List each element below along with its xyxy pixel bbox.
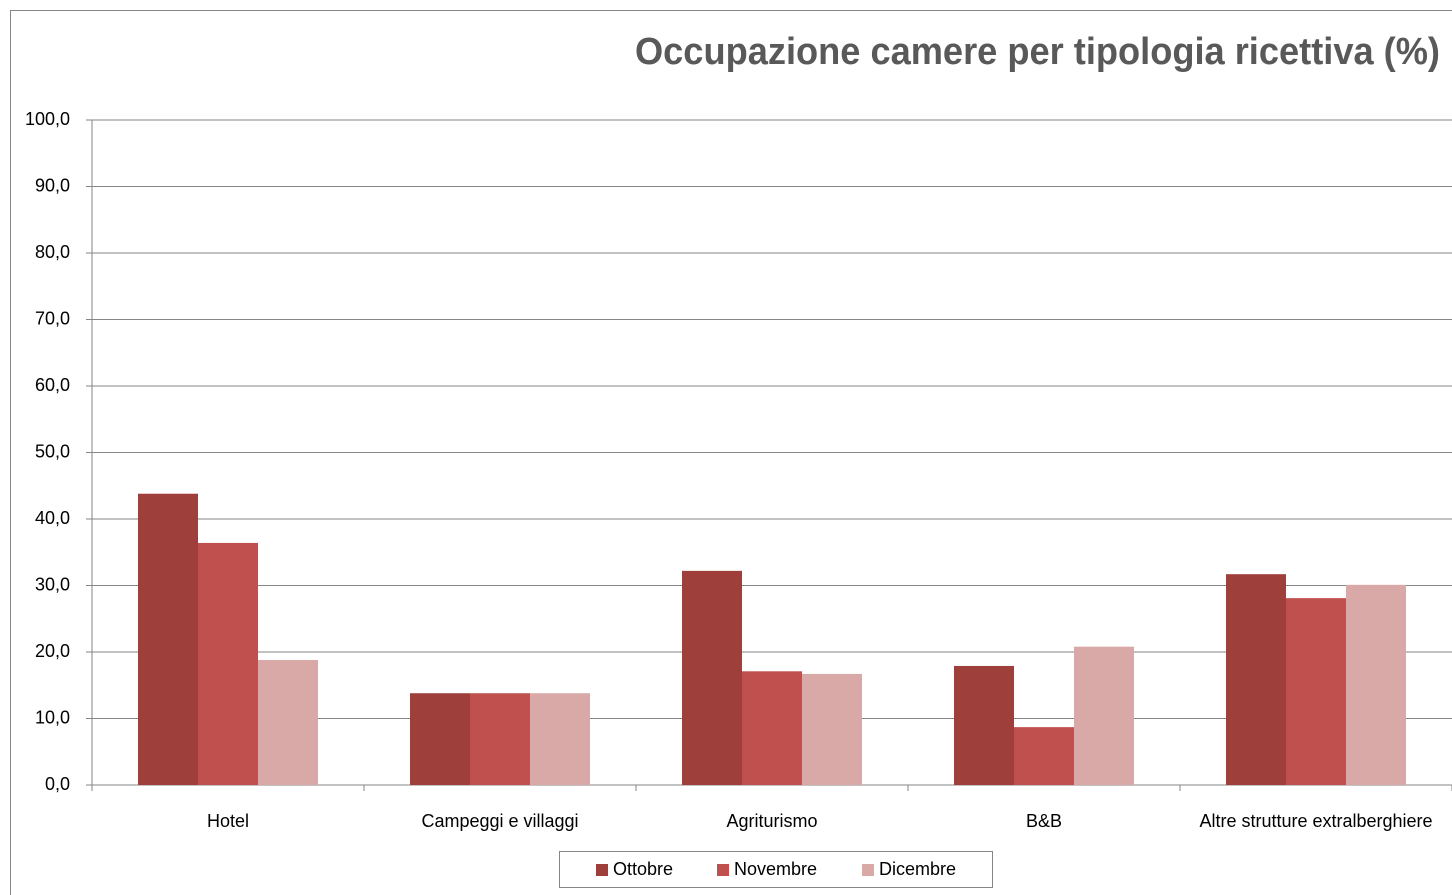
y-tick-label: 10,0 bbox=[35, 707, 70, 727]
bar bbox=[138, 493, 198, 785]
x-tick-label: Altre strutture extralberghiere bbox=[1199, 811, 1432, 831]
bar bbox=[1014, 727, 1074, 785]
bar bbox=[682, 570, 742, 785]
x-tick-label: Hotel bbox=[207, 811, 249, 831]
legend-label: Novembre bbox=[734, 859, 817, 879]
legend-swatch bbox=[717, 864, 729, 876]
bar bbox=[742, 671, 802, 785]
y-tick-label: 80,0 bbox=[35, 242, 70, 262]
bar bbox=[410, 693, 470, 785]
bar bbox=[802, 673, 862, 785]
y-tick-label: 60,0 bbox=[35, 375, 70, 395]
y-tick-label: 20,0 bbox=[35, 641, 70, 661]
bar bbox=[1074, 646, 1134, 785]
bar bbox=[470, 693, 530, 785]
y-tick-label: 0,0 bbox=[45, 774, 70, 794]
x-tick-label: Campeggi e villaggi bbox=[421, 811, 578, 831]
chart-title: Occupazione camere per tipologia ricetti… bbox=[635, 31, 1440, 73]
legend-label: Dicembre bbox=[879, 859, 956, 879]
y-tick-label: 100,0 bbox=[25, 109, 70, 129]
legend-label: Ottobre bbox=[613, 859, 673, 879]
bar bbox=[258, 659, 318, 785]
y-tick-label: 90,0 bbox=[35, 175, 70, 195]
bar bbox=[1346, 584, 1406, 785]
legend-box bbox=[559, 851, 993, 888]
legend-swatch bbox=[862, 864, 874, 876]
x-tick-label: B&B bbox=[1026, 811, 1062, 831]
bar bbox=[1286, 598, 1346, 785]
bar bbox=[1226, 574, 1286, 785]
y-tick-label: 50,0 bbox=[35, 441, 70, 461]
x-tick-label: Agriturismo bbox=[726, 811, 817, 831]
bar bbox=[198, 542, 258, 785]
bar bbox=[954, 665, 1014, 785]
y-tick-label: 30,0 bbox=[35, 574, 70, 594]
bar bbox=[530, 693, 590, 785]
y-tick-label: 40,0 bbox=[35, 508, 70, 528]
legend-swatch bbox=[596, 864, 608, 876]
y-tick-label: 70,0 bbox=[35, 308, 70, 328]
